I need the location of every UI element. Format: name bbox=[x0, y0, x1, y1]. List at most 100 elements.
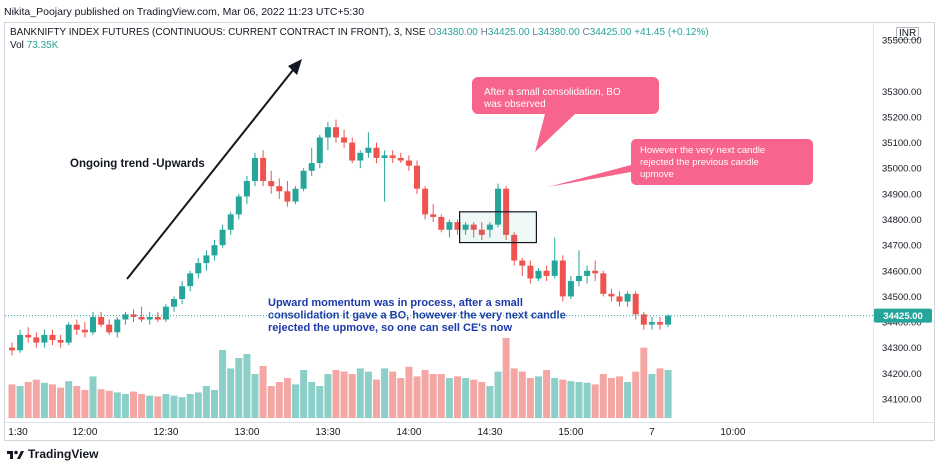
price-tick-label: 34400.00 bbox=[882, 318, 922, 329]
volume-bar bbox=[81, 390, 89, 418]
candle-body bbox=[114, 319, 121, 333]
volume-bar bbox=[559, 379, 567, 418]
volume-bar bbox=[454, 376, 461, 418]
volume-bars bbox=[8, 338, 672, 418]
time-tick-label: 13:00 bbox=[234, 427, 259, 438]
candles bbox=[9, 119, 672, 356]
volume-bar bbox=[8, 384, 16, 418]
candle-body bbox=[324, 127, 331, 138]
high-label: H bbox=[480, 27, 488, 38]
volume-bar bbox=[186, 394, 194, 418]
candle-body bbox=[316, 137, 323, 164]
volume-bar bbox=[243, 354, 251, 418]
volume-bar bbox=[445, 378, 453, 418]
volume-bar bbox=[211, 390, 218, 418]
volume-bar bbox=[316, 386, 324, 418]
footer: TradingView bbox=[6, 447, 98, 461]
candle-body bbox=[495, 188, 501, 225]
time-axis-border bbox=[5, 422, 935, 423]
candle-body bbox=[49, 334, 56, 341]
volume-bar bbox=[397, 378, 405, 418]
candle-body bbox=[576, 275, 582, 282]
high-value: 34425.00 bbox=[487, 27, 530, 38]
candle-body bbox=[665, 315, 672, 325]
volume-bar bbox=[300, 370, 308, 418]
candle-body bbox=[438, 216, 445, 230]
volume-value: 73.35K bbox=[26, 40, 59, 51]
candle-body bbox=[252, 157, 258, 182]
time-tick-label: 10:00 bbox=[720, 427, 745, 438]
bo-callout bbox=[472, 77, 659, 152]
candle-body bbox=[430, 214, 437, 217]
price-tick-label: 34100.00 bbox=[882, 395, 922, 406]
candle-body bbox=[9, 347, 15, 351]
candle-body bbox=[25, 334, 32, 338]
candle-body bbox=[227, 214, 234, 230]
volume-legend: Vol 73.35K bbox=[10, 40, 58, 51]
bo-callout-text: was observed bbox=[483, 99, 546, 110]
candle-body bbox=[162, 306, 169, 320]
volume-bar bbox=[194, 392, 202, 418]
volume-bar bbox=[535, 376, 542, 418]
candle-body bbox=[389, 155, 396, 158]
volume-bar bbox=[381, 368, 389, 418]
candle-body bbox=[90, 316, 96, 333]
open-value: 34380.00 bbox=[436, 27, 478, 38]
volume-bar bbox=[154, 396, 162, 418]
volume-bar bbox=[40, 382, 48, 418]
annotations: Ongoing trend -Upwards After a small cons… bbox=[70, 59, 813, 334]
note-text: rejected the upmove, so one can sell CE'… bbox=[268, 322, 513, 334]
trend-label: Ongoing trend -Upwards bbox=[70, 158, 205, 170]
currency-badge[interactable]: INR bbox=[896, 27, 920, 40]
volume-bar bbox=[251, 374, 259, 418]
volume-bar bbox=[73, 386, 81, 418]
candle-body bbox=[187, 273, 194, 287]
candle-body bbox=[211, 245, 218, 256]
candle-body bbox=[462, 224, 469, 230]
volume-label: Vol bbox=[10, 40, 24, 51]
candle-body bbox=[446, 222, 453, 230]
volume-bar bbox=[664, 370, 672, 418]
price-tick-label: 34200.00 bbox=[882, 369, 922, 380]
volume-bar bbox=[599, 374, 607, 418]
volume-bar bbox=[632, 371, 640, 418]
time-tick-label: 14:00 bbox=[396, 427, 421, 438]
time-tick-label: 13:30 bbox=[315, 427, 340, 438]
volume-bar bbox=[170, 395, 178, 418]
candle-body bbox=[624, 293, 631, 302]
rejection-callout-text: However the very next candle bbox=[640, 145, 765, 156]
candle-body bbox=[511, 234, 518, 261]
candle-body bbox=[41, 334, 48, 343]
candle-body bbox=[567, 281, 574, 297]
volume-bar bbox=[656, 368, 664, 418]
candle-body bbox=[543, 270, 550, 276]
price-tick-label: 34700.00 bbox=[882, 241, 922, 252]
candle-body bbox=[171, 298, 177, 307]
volume-bar bbox=[162, 394, 170, 418]
note-text: Upward momentum was in process, after a … bbox=[268, 297, 523, 309]
candle-body bbox=[381, 155, 388, 158]
chart-frame bbox=[4, 22, 935, 441]
volume-bar bbox=[510, 368, 518, 418]
candle-body bbox=[57, 340, 64, 343]
volume-bar bbox=[462, 378, 470, 418]
volume-bar bbox=[130, 391, 137, 418]
candle-body bbox=[632, 293, 639, 315]
candle-body bbox=[179, 286, 186, 299]
volume-bar bbox=[49, 384, 56, 418]
volume-bar bbox=[219, 350, 227, 418]
volume-bar bbox=[640, 347, 648, 418]
candle-body bbox=[559, 260, 566, 297]
candle-body bbox=[276, 186, 283, 192]
price-tick-label: 34600.00 bbox=[882, 266, 922, 277]
candle-body bbox=[535, 270, 542, 279]
volume-bar bbox=[267, 386, 275, 418]
volume-bar bbox=[24, 382, 32, 418]
price-tick-label: 35300.00 bbox=[882, 87, 922, 98]
last-price-label: 34425.00 bbox=[883, 311, 923, 322]
candle-body bbox=[73, 324, 80, 330]
volume-bar bbox=[470, 379, 478, 418]
candle-body bbox=[300, 170, 307, 189]
volume-bar bbox=[227, 368, 235, 418]
